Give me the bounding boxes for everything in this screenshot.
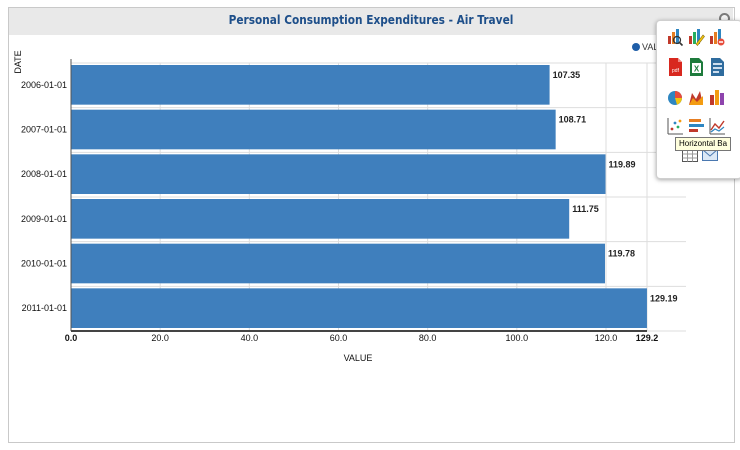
y-tick-label: 2006-01-01: [21, 80, 67, 90]
y-tick-label: 2007-01-01: [21, 125, 67, 135]
y-tick-label: 2010-01-01: [21, 259, 67, 269]
bar-2009-01-01[interactable]: [71, 199, 570, 239]
bar-2011-01-01[interactable]: [71, 288, 647, 328]
legend-label: VAL: [642, 42, 659, 52]
export-excel-icon[interactable]: X: [687, 57, 705, 77]
bar-value-label: 129.19: [650, 293, 678, 303]
line-chart-icon[interactable]: [708, 116, 726, 136]
horizontal-bar-chart-icon[interactable]: [687, 116, 705, 136]
chart-legend: VAL: [632, 42, 658, 52]
svg-text:X: X: [694, 65, 700, 74]
bar-2006-01-01[interactable]: [71, 65, 550, 105]
bar-2008-01-01[interactable]: [71, 154, 606, 194]
chart-title-bar: Personal Consumption Expenditures - Air …: [9, 8, 733, 35]
y-tick-label: 2009-01-01: [21, 214, 67, 224]
y-tick-label: 2011-01-01: [22, 303, 67, 313]
pie-chart-icon[interactable]: [666, 87, 684, 107]
x-axis-title: VALUE: [344, 353, 373, 363]
scatter-chart-icon[interactable]: [666, 116, 684, 136]
remove-chart-icon[interactable]: [708, 27, 726, 47]
chart-toolbox: pdf X: [656, 20, 740, 179]
legend-marker: [632, 43, 640, 51]
x-tick-label: 129.2: [636, 333, 659, 343]
bar-value-label: 111.75: [572, 204, 599, 214]
bar-2010-01-01[interactable]: [71, 243, 606, 284]
bar-2007-01-01[interactable]: [71, 109, 556, 150]
x-tick-label: 100.0: [506, 333, 529, 343]
x-tick-label: 60.0: [330, 333, 348, 343]
edit-chart-icon[interactable]: [687, 27, 705, 47]
column-chart-icon[interactable]: [708, 87, 726, 107]
bar-value-label: 119.78: [608, 249, 635, 259]
chart-axes: 2006-01-01 2007-01-01 2008-01-01 2009-01-01…: [21, 59, 658, 343]
toolbox-tooltip: Horizontal Ba: [675, 137, 732, 151]
y-axis-title: DATE: [13, 50, 23, 73]
zoom-chart-icon[interactable]: [666, 27, 684, 47]
bar-value-label: 108.71: [559, 115, 587, 125]
chart-bars: 107.35 108.71 119.89 111.75 119.78 129.19: [71, 65, 677, 328]
bar-value-label: 107.35: [553, 70, 581, 80]
export-pdf-icon[interactable]: pdf: [666, 57, 684, 77]
chart-title: Personal Consumption Expenditures - Air …: [228, 13, 514, 27]
x-tick-label: 80.0: [419, 333, 437, 343]
svg-text:pdf: pdf: [672, 68, 680, 74]
x-tick-label: 20.0: [151, 333, 169, 343]
bar-value-label: 119.89: [608, 159, 635, 169]
x-tick-label: 0.0: [65, 333, 78, 343]
x-tick-label: 40.0: [241, 333, 259, 343]
export-document-icon[interactable]: [708, 57, 726, 77]
y-tick-label: 2008-01-01: [21, 169, 67, 179]
x-tick-label: 120.0: [595, 333, 618, 343]
area-chart-icon[interactable]: [687, 87, 705, 107]
